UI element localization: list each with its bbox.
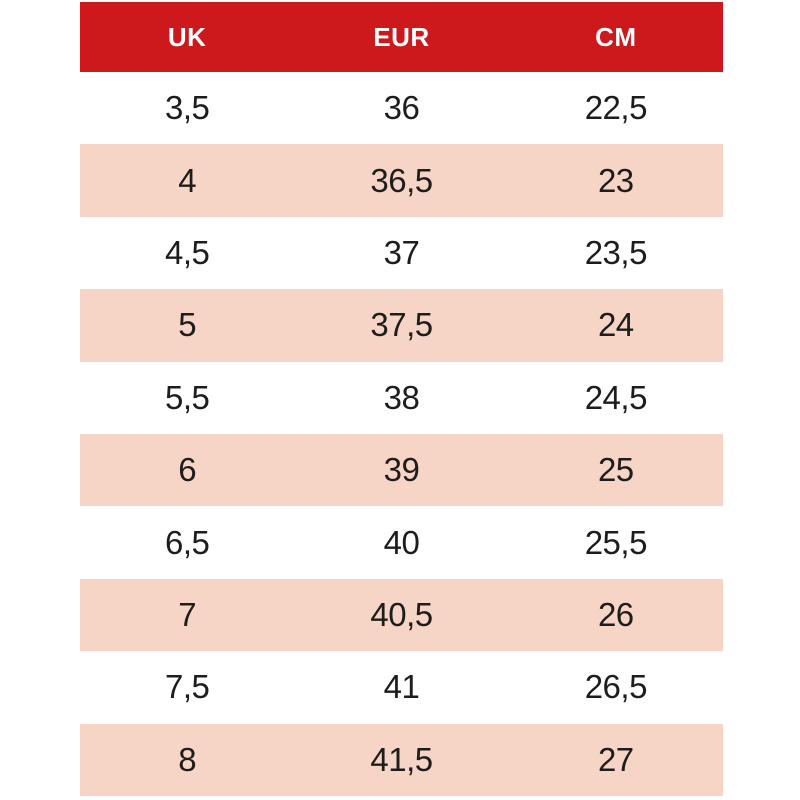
cell-cm: 26,5 bbox=[584, 668, 648, 706]
cell-eur: 37 bbox=[383, 233, 420, 271]
cell-uk: 8 bbox=[178, 740, 197, 778]
cell-uk: 7 bbox=[178, 595, 197, 633]
cell-uk: 4,5 bbox=[164, 233, 210, 271]
table-body: 3,5 36 22,5 4 36,5 23 4,5 37 23,5 5 37,5… bbox=[80, 72, 723, 796]
cell-eur: 38 bbox=[383, 378, 420, 416]
table-row: 3,5 36 22,5 bbox=[80, 72, 723, 145]
cell-uk: 5 bbox=[178, 306, 197, 344]
cell-cm: 22,5 bbox=[584, 89, 648, 127]
cell-eur: 36,5 bbox=[370, 161, 433, 199]
cell-cm: 24 bbox=[597, 306, 634, 344]
cell-cm: 24,5 bbox=[584, 378, 648, 416]
cell-uk: 5,5 bbox=[164, 378, 210, 416]
table-row: 4 36,5 23 bbox=[80, 144, 723, 217]
table-header-row: UK EUR CM bbox=[80, 2, 723, 72]
cell-eur: 36 bbox=[383, 89, 420, 127]
header-cell-uk: UK bbox=[167, 21, 207, 52]
header-cell-eur: EUR bbox=[373, 21, 430, 52]
table-row: 5 37,5 24 bbox=[80, 289, 723, 362]
cell-cm: 23,5 bbox=[584, 233, 648, 271]
cell-uk: 6 bbox=[178, 451, 197, 489]
cell-cm: 23 bbox=[597, 161, 634, 199]
cell-uk: 3,5 bbox=[164, 89, 210, 127]
cell-uk: 7,5 bbox=[164, 668, 210, 706]
table-row: 5,5 38 24,5 bbox=[80, 361, 723, 434]
cell-eur: 40,5 bbox=[370, 595, 433, 633]
cell-uk: 6,5 bbox=[164, 523, 210, 561]
cell-eur: 39 bbox=[383, 451, 420, 489]
size-conversion-table: UK EUR CM 3,5 36 22,5 4 36,5 23 4,5 37 2… bbox=[80, 2, 723, 796]
cell-cm: 25 bbox=[597, 451, 634, 489]
cell-cm: 25,5 bbox=[584, 523, 648, 561]
cell-cm: 26 bbox=[597, 595, 634, 633]
table-row: 7 40,5 26 bbox=[80, 578, 723, 652]
cell-uk: 4 bbox=[178, 161, 197, 199]
cell-eur: 41 bbox=[383, 668, 420, 706]
table-row: 8 41,5 27 bbox=[80, 723, 723, 796]
table-row: 4,5 37 23,5 bbox=[80, 216, 723, 290]
cell-cm: 27 bbox=[597, 740, 634, 778]
cell-eur: 37,5 bbox=[370, 306, 433, 344]
table-row: 6,5 40 25,5 bbox=[80, 506, 723, 579]
cell-eur: 41,5 bbox=[370, 740, 433, 778]
table-row: 7,5 41 26,5 bbox=[80, 651, 723, 724]
header-cell-cm: CM bbox=[595, 21, 637, 52]
cell-eur: 40 bbox=[383, 523, 420, 561]
table-row: 6 39 25 bbox=[80, 433, 723, 507]
